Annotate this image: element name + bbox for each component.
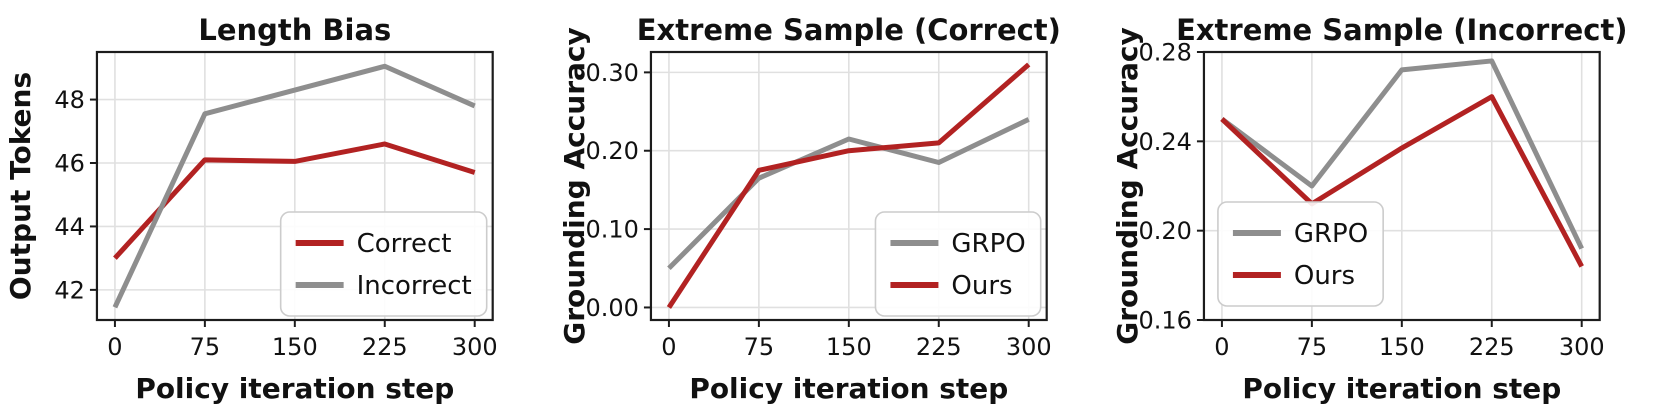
x-axis-label: Policy iteration step	[689, 372, 1008, 405]
legend-box	[279, 211, 488, 317]
x-tick-label: 150	[272, 333, 318, 361]
x-tick-label: 75	[1297, 333, 1328, 361]
y-tick-label: 0.10	[585, 216, 638, 244]
x-tick-label: 300	[1005, 333, 1051, 361]
axis-tick-labels: 0 75 150 225 300 0.16 0.20 0.24 0.28	[1139, 38, 1605, 361]
y-tick-label: 42	[54, 276, 85, 304]
x-tick-label: 150	[826, 333, 872, 361]
chart-length-bias: 0 75 150 225 300 42 44 46 48 Length Bias Policy it…	[0, 0, 554, 415]
series-line-ours	[1220, 94, 1585, 268]
chart-title: Length Bias	[198, 13, 391, 47]
series-line-incorrect	[112, 63, 476, 309]
x-tick-label: 75	[743, 333, 774, 361]
x-tick-label: 225	[1469, 333, 1515, 361]
chart-background	[553, 0, 1108, 415]
axis-ticks	[643, 71, 1030, 327]
legend-label: Incorrect	[357, 271, 472, 301]
series-line-correct	[113, 141, 476, 260]
y-axis-label: Output Tokens	[4, 72, 37, 300]
y-tick-label: 44	[54, 213, 85, 241]
y-tick-label: 0.24	[1139, 128, 1192, 156]
legend-label: GRPO	[951, 229, 1025, 259]
y-tick-label: 46	[54, 149, 85, 177]
legend-label: Correct	[357, 229, 452, 259]
axis-tick-labels: 0 75 150 225 300 42 44 46 48	[54, 86, 497, 361]
x-tick-label: 0	[661, 333, 676, 361]
y-axis-label: Grounding Accuracy	[1111, 27, 1144, 345]
x-axis-label: Policy iteration step	[135, 372, 454, 405]
legend-box	[1217, 201, 1385, 307]
legend-box	[874, 211, 1042, 317]
x-tick-label: 225	[362, 333, 408, 361]
series-line-ours	[666, 62, 1031, 309]
y-tick-label: 48	[54, 86, 85, 114]
chart-title: Extreme Sample (Correct)	[636, 13, 1060, 47]
x-tick-label: 0	[1215, 333, 1230, 361]
y-tick-label: 0.00	[585, 294, 638, 322]
chart-background	[0, 0, 554, 415]
legend-label: Ours	[951, 271, 1012, 301]
legend: GRPO Ours	[874, 211, 1042, 317]
series-line-grpo	[666, 117, 1030, 271]
legend: GRPO Ours	[1217, 201, 1385, 307]
x-axis-label: Policy iteration step	[1243, 372, 1562, 405]
legend: Correct Incorrect	[279, 211, 488, 317]
y-axis-label: Grounding Accuracy	[558, 27, 591, 345]
x-tick-label: 300	[452, 333, 498, 361]
chart-background	[1107, 0, 1661, 415]
chart-extreme-sample-correct: 0 75 150 225 300 0.00 0.10 0.20 0.30 Extreme Samp…	[553, 0, 1108, 415]
y-tick-label: 0.30	[585, 59, 638, 87]
legend-label: Ours	[1294, 261, 1355, 291]
x-tick-label: 75	[190, 333, 221, 361]
y-tick-label: 0.16	[1139, 306, 1192, 334]
axis-ticks	[89, 98, 476, 327]
axis-tick-labels: 0 75 150 225 300 0.00 0.10 0.20 0.30	[585, 59, 1051, 361]
x-tick-label: 0	[107, 333, 122, 361]
x-tick-label: 225	[916, 333, 962, 361]
chart-title: Extreme Sample (Incorrect)	[1176, 13, 1627, 47]
series-line-grpo	[1220, 58, 1585, 250]
y-tick-label: 0.20	[1139, 217, 1192, 245]
axis-ticks	[1197, 51, 1584, 327]
x-tick-label: 150	[1379, 333, 1425, 361]
legend-label: GRPO	[1294, 219, 1368, 249]
y-tick-label: 0.28	[1139, 38, 1192, 66]
x-tick-label: 300	[1559, 333, 1605, 361]
y-tick-label: 0.20	[585, 137, 638, 165]
